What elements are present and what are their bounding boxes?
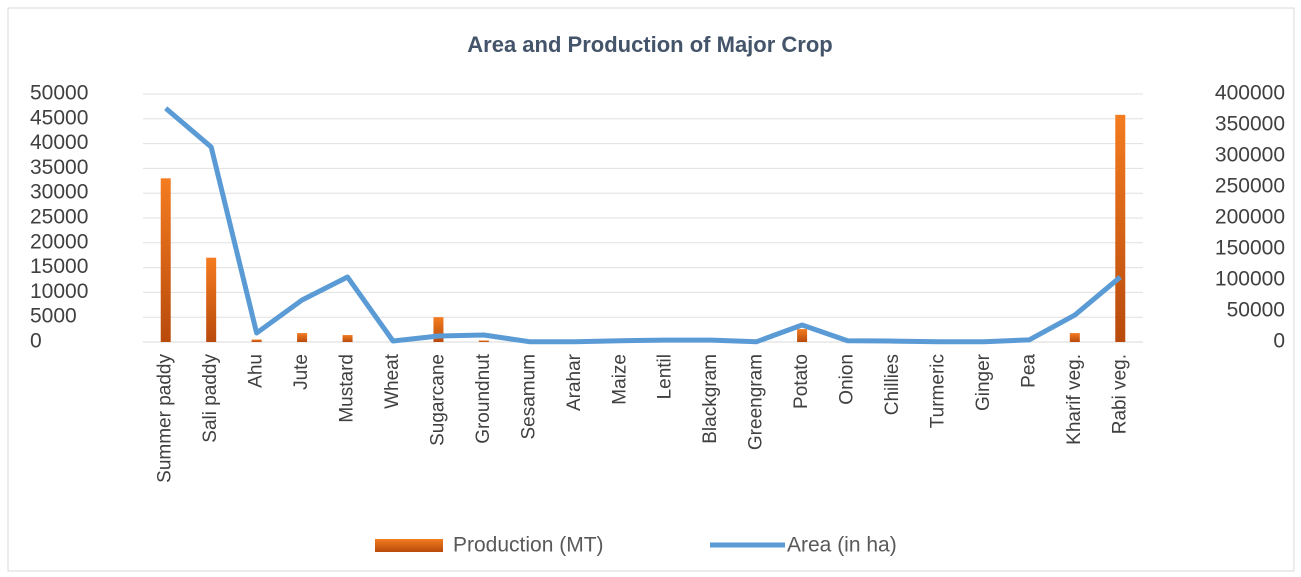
x-tick-label: Ginger xyxy=(973,353,994,411)
y-tick-label: 0 xyxy=(30,330,42,353)
x-tick-label: Onion xyxy=(837,354,858,405)
y2-tick-label: 100000 xyxy=(1215,268,1285,291)
y-tick-label: 25000 xyxy=(30,206,88,229)
x-tick-label: Rabi veg. xyxy=(1109,354,1130,434)
y-tick-label: 20000 xyxy=(30,230,88,253)
y-tick-label: 35000 xyxy=(30,156,88,179)
y-tick-label: 50000 xyxy=(30,82,88,105)
x-tick-label: Turmeric xyxy=(927,354,948,428)
y-tick-label: 45000 xyxy=(30,106,88,129)
line xyxy=(164,106,1122,345)
x-tick-label: Jute xyxy=(291,354,312,390)
chart-title: Area and Production of Major Crop xyxy=(467,32,832,57)
y2-tick-label: 350000 xyxy=(1215,113,1285,136)
x-tick-label: Blackgram xyxy=(700,354,721,444)
x-tick-label: Arahar xyxy=(564,353,585,411)
x-tick-label: Lentil xyxy=(655,354,676,399)
y2-tick-label: 50000 xyxy=(1227,299,1285,322)
y-tick-label: 30000 xyxy=(30,181,88,204)
bar xyxy=(251,339,262,342)
y2-tick-label: 300000 xyxy=(1215,144,1285,167)
x-tick-label: Kharif veg. xyxy=(1064,354,1085,445)
bar xyxy=(342,335,353,342)
y-tick-label: 5000 xyxy=(30,305,77,328)
bar xyxy=(433,317,444,342)
legend-swatch xyxy=(375,539,443,552)
x-tick-label: Sesamum xyxy=(518,354,539,440)
y-tick-label: 10000 xyxy=(30,280,88,303)
y2-tick-label: 0 xyxy=(1273,330,1285,353)
bar xyxy=(160,178,171,342)
y-tick-label: 15000 xyxy=(30,255,88,278)
x-tick-label: Pea xyxy=(1018,354,1039,388)
x-tick-label: Sali paddy xyxy=(200,354,221,443)
y2-tick-label: 200000 xyxy=(1215,206,1285,229)
x-tick-label: Ahu xyxy=(246,354,267,388)
x-tick-label: Sugarcane xyxy=(427,354,448,446)
x-tick-label: Mustard xyxy=(337,354,358,423)
legend-label: Production (MT) xyxy=(453,534,604,557)
bar xyxy=(1069,333,1080,342)
y2-tick-label: 250000 xyxy=(1215,175,1285,198)
x-tick-label: Chillies xyxy=(882,354,903,415)
bar xyxy=(1115,114,1126,342)
x-tick-label: Summer paddy xyxy=(155,354,176,483)
x-tick-label: Maize xyxy=(609,354,630,405)
bar xyxy=(478,340,489,342)
y2-tick-label: 400000 xyxy=(1215,82,1285,105)
bar xyxy=(297,333,308,342)
y-tick-label: 40000 xyxy=(30,131,88,154)
x-tick-label: Wheat xyxy=(382,353,403,409)
legend-label: Area (in ha) xyxy=(787,534,897,557)
bar xyxy=(206,257,217,342)
y2-tick-label: 150000 xyxy=(1215,237,1285,260)
x-tick-label: Potato xyxy=(791,354,812,409)
x-tick-label: Groundnut xyxy=(473,353,494,444)
chart-border xyxy=(7,7,1295,572)
x-tick-label: Greengram xyxy=(746,354,767,450)
bar xyxy=(797,329,808,342)
